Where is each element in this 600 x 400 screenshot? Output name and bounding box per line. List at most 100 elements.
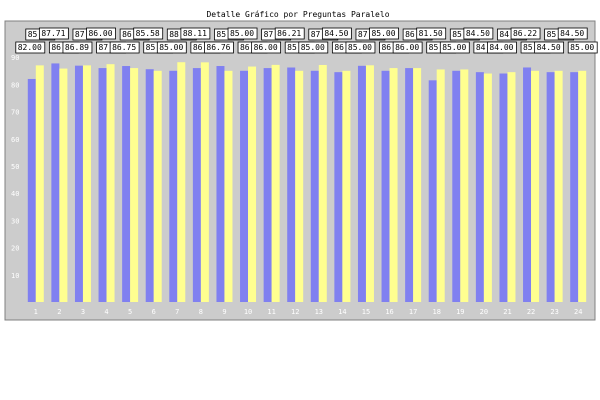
bar-series-2	[130, 68, 139, 302]
x-tick-label: 1	[34, 308, 38, 316]
data-label-text: 85.00	[159, 43, 183, 52]
data-label-text: 86.76	[206, 43, 230, 52]
bar-series-1	[74, 65, 83, 302]
data-label-text: 84.50	[537, 43, 561, 52]
y-tick-label: 70	[11, 109, 19, 117]
data-label-text: 86.89	[65, 43, 89, 52]
data-label-text: 85.58	[136, 29, 160, 38]
data-label: 85.00	[156, 41, 187, 54]
y-tick-label: 90	[11, 54, 19, 62]
data-label: 85.00	[369, 27, 399, 40]
x-tick-label: 3	[81, 308, 85, 316]
bar-series-1	[27, 78, 36, 303]
data-label: 88.11	[180, 27, 211, 40]
bar-series-1	[381, 70, 390, 302]
x-tick-label: 2	[57, 308, 61, 316]
bar-series-1	[499, 73, 508, 303]
bar-series-2	[271, 64, 280, 303]
bar-series-2	[200, 62, 209, 302]
bar-series-2	[106, 64, 115, 302]
chart-title: Detalle Gráfico por Preguntas Paralelo	[206, 10, 389, 19]
bar-series-1	[452, 70, 461, 302]
bar-series-1	[51, 63, 60, 302]
data-label-text: 86.00	[88, 29, 112, 38]
data-label: 86.76	[204, 41, 234, 54]
data-label: 86.00	[251, 41, 282, 54]
data-label: 87.71	[38, 27, 69, 40]
bar-series-1	[263, 68, 272, 302]
data-label: 84.00	[487, 41, 517, 54]
bar-series-1	[357, 65, 366, 302]
data-label-text: 85.00	[570, 43, 594, 52]
x-tick-label: 4	[104, 308, 108, 316]
data-label-text: 85.00	[348, 43, 372, 52]
bar-series-2	[177, 62, 186, 302]
data-label-text: 85.00	[301, 43, 325, 52]
x-tick-label: 18	[432, 308, 440, 316]
data-label-text: 81.50	[419, 29, 443, 38]
x-tick-label: 11	[267, 308, 275, 316]
bar-series-1	[570, 72, 579, 302]
data-label: 85.58	[133, 27, 164, 40]
data-label-text: 84.50	[560, 29, 584, 38]
data-label-text: 88.11	[183, 29, 207, 38]
data-label: 86.00	[392, 41, 423, 54]
data-label: 86.22	[510, 27, 541, 40]
y-tick-label: 80	[11, 81, 19, 89]
x-tick-label: 6	[152, 308, 156, 316]
data-label-text: 87.71	[41, 29, 65, 38]
x-tick-label: 20	[480, 308, 488, 316]
bar-series-1	[310, 70, 319, 302]
bar-series-2	[82, 65, 91, 302]
bar-series-1	[145, 69, 154, 302]
y-tick-label: 20	[11, 245, 19, 253]
bar-series-1	[216, 66, 225, 302]
bar-series-2	[248, 66, 257, 303]
bar-series-1	[546, 72, 555, 302]
bar-series-2	[365, 65, 374, 302]
x-tick-label: 23	[550, 308, 558, 316]
bar-series-1	[523, 67, 532, 302]
data-label-text: 86.21	[277, 29, 301, 38]
bar-series-2	[483, 73, 492, 303]
bar-series-1	[122, 66, 131, 302]
data-label-text: 84.50	[324, 29, 348, 38]
data-label-text: 84.50	[466, 29, 490, 38]
bar-series-2	[531, 70, 540, 302]
bar-series-1	[334, 72, 343, 302]
data-label: 86.00	[86, 27, 116, 40]
x-tick-label: 9	[222, 308, 226, 316]
bar-series-2	[554, 70, 563, 302]
bar-series-2	[436, 69, 445, 302]
x-tick-label: 5	[128, 308, 132, 316]
bar-series-1	[98, 68, 107, 302]
data-label: 86.21	[274, 27, 305, 40]
data-label-text: 82.00	[18, 43, 42, 52]
y-tick-label: 10	[11, 272, 19, 280]
x-tick-label: 16	[385, 308, 393, 316]
data-label: 85.00	[298, 41, 329, 54]
data-label: 85.00	[345, 41, 376, 54]
data-label-text: 86.00	[254, 43, 278, 52]
bar-series-2	[153, 70, 162, 302]
y-tick-label: 60	[11, 136, 19, 144]
data-label: 84.50	[557, 27, 588, 40]
data-label-text: 85.00	[371, 29, 395, 38]
x-tick-label: 22	[527, 308, 535, 316]
x-tick-label: 17	[409, 308, 417, 316]
x-tick-label: 14	[338, 308, 346, 316]
bar-series-2	[413, 68, 422, 302]
data-label: 85.00	[567, 41, 598, 54]
bar-series-1	[405, 68, 414, 302]
x-tick-label: 8	[199, 308, 203, 316]
data-label: 84.50	[321, 27, 352, 40]
bar-series-1	[169, 70, 178, 302]
bar-series-1	[240, 70, 249, 302]
y-tick-label: 40	[11, 190, 19, 198]
bar-series-2	[578, 70, 587, 302]
data-label: 85.00	[227, 27, 258, 40]
data-label-text: 86.22	[513, 29, 537, 38]
bar-series-1	[475, 72, 484, 302]
bar-series-2	[295, 70, 304, 302]
